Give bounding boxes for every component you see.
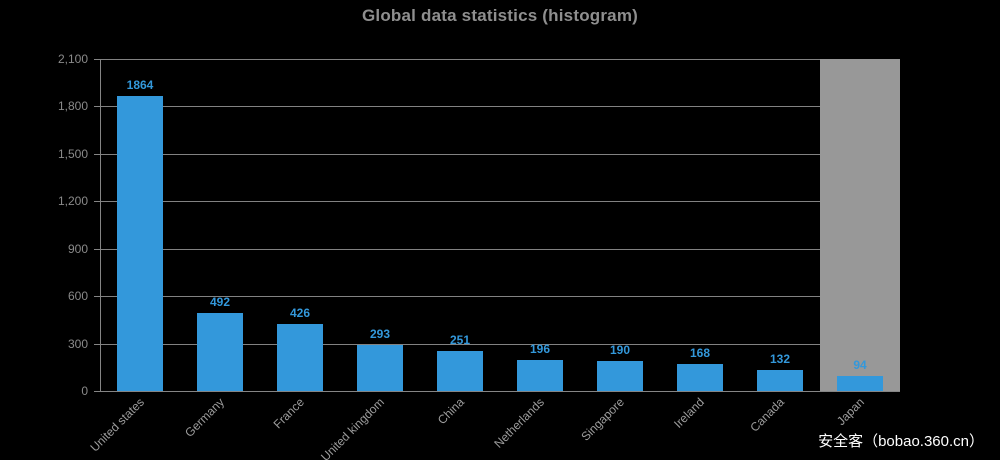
bar [597,361,643,391]
x-axis-label: United states [87,395,147,455]
bar-value-label: 492 [209,295,231,309]
y-axis-tick [94,154,100,155]
bar-value-label: 1864 [126,78,154,92]
bar-value-label: 94 [853,358,867,372]
bar [517,360,563,391]
bar-value-label: 132 [769,352,791,366]
chart-title: Global data statistics (histogram) [361,6,639,25]
bar-value-label: 251 [449,333,471,347]
y-axis-tick [94,201,100,202]
bar [197,313,243,391]
y-axis-tick [94,296,100,297]
gridline [100,201,900,202]
y-axis-tick-label: 1,200 [57,194,88,208]
gridline [100,154,900,155]
y-axis-tick-label: 2,100 [57,52,88,66]
bar-value-label: 196 [529,342,551,356]
bar [677,364,723,391]
y-axis-tick [94,344,100,345]
bar-value-label: 168 [689,346,711,360]
highlight-band [820,59,900,391]
y-axis-tick [94,106,100,107]
bar-value-label: 293 [369,327,391,341]
x-axis-line [100,391,900,392]
watermark: 安全客（bobao.360.cn） [818,433,984,450]
gridline [100,344,900,345]
bar [117,96,163,391]
y-axis-tick-label: 1,500 [57,147,88,161]
bar [837,376,883,391]
gridline [100,249,900,250]
bar [277,324,323,391]
bar [357,345,403,391]
y-axis-tick [94,391,100,392]
bar-value-label: 190 [609,343,631,357]
y-axis-tick-label: 600 [67,289,88,303]
bar [437,351,483,391]
y-axis-tick [94,249,100,250]
bar-value-label: 426 [289,306,311,320]
gridline [100,106,900,107]
y-axis-tick-label: 0 [81,384,88,398]
gridline [100,59,900,60]
y-axis-tick-label: 1,800 [57,99,88,113]
y-axis-line [100,59,101,391]
y-axis-tick-label: 900 [67,242,88,256]
gridline [100,296,900,297]
y-axis-tick-label: 300 [67,337,88,351]
bar [757,370,803,391]
y-axis-tick [94,59,100,60]
